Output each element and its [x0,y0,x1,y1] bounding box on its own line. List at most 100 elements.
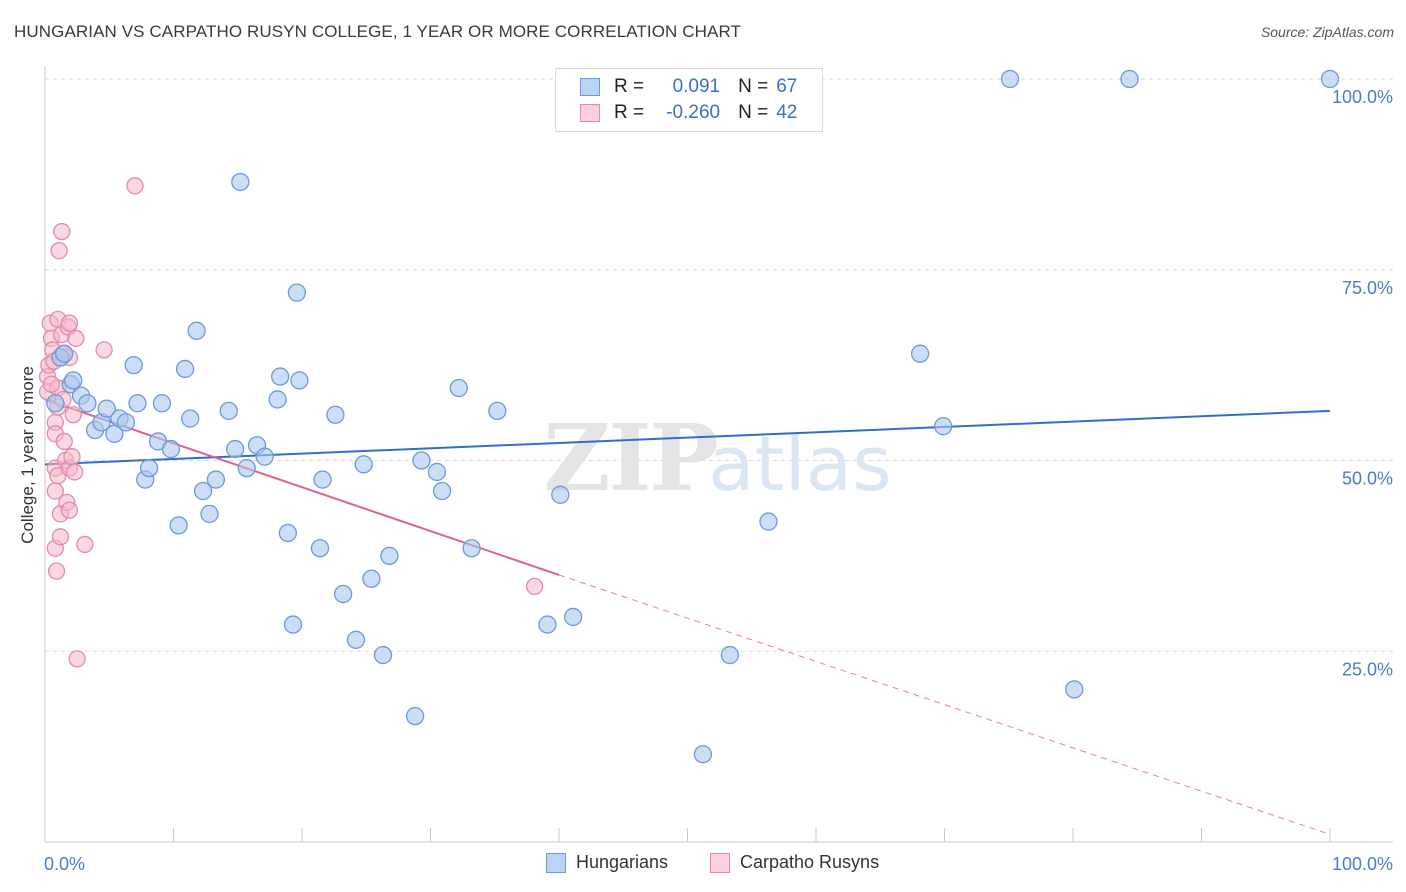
legend-r-value: 0.091 [672,76,721,97]
point-hungarian [449,378,468,398]
point-hungarian [538,615,557,634]
y-tick-label: 100.0% [1332,87,1393,107]
legend-n-value: 67 [776,76,798,97]
point-hungarian [693,745,713,764]
y-tick-label: 50.0% [1342,469,1393,489]
y-tick-label: 75.0% [1342,278,1393,298]
point-hungarian [116,413,136,432]
point-hungarian [551,485,570,504]
point-hungarian [1120,69,1139,89]
axes [44,66,1393,843]
stats-legend: R = 0.091 N = 67 R = -0.260 N = 42 [555,68,823,132]
series-legend-carpatho-rusyns: Carpatho Rusyns [710,852,879,873]
point-hungarian [193,481,213,501]
legend-r-label: R = [614,102,645,123]
y-axis-label: College, 1 year or more [18,366,37,544]
point-hungarian [139,458,159,478]
point-carpatho-rusyn [63,448,81,466]
point-carpatho-rusyn [65,463,84,481]
point-hungarian [759,512,778,531]
point-hungarian [97,399,116,418]
point-hungarian [283,615,303,634]
point-hungarian [271,367,290,386]
series-legend: Hungarians Carpatho Rusyns [0,852,1406,878]
y-tick-label: 25.0% [1342,659,1393,679]
point-hungarian [78,394,97,413]
legend-n-label: N = [738,102,769,123]
point-carpatho-rusyn [42,375,61,393]
x-tick-left: 0.0% [44,854,85,874]
point-hungarian [326,405,345,424]
watermark: ZIP atlas [543,404,892,512]
legend-r-label: R = [614,76,645,97]
point-hungarian [462,539,481,558]
point-carpatho-rusyn [47,562,66,580]
legend-r-value: -0.260 [666,102,721,123]
point-hungarian [412,451,431,470]
point-hungarian [200,504,219,524]
point-carpatho-rusyn [76,535,94,554]
point-carpatho-rusyn [60,314,79,332]
point-hungarian [169,516,188,535]
legend-n-value: 42 [776,102,798,123]
point-carpatho-rusyn [95,341,113,359]
point-hungarian [287,283,307,302]
point-hungarian [255,447,274,466]
point-hungarian [1320,69,1340,89]
point-hungarian [268,390,287,409]
point-hungarian [1065,680,1084,699]
point-hungarian [310,539,330,558]
point-hungarian [237,458,256,478]
point-hungarian [563,607,583,627]
point-hungarian [934,417,953,436]
point-hungarian [278,523,298,543]
watermark-zip: ZIP [543,404,716,512]
legend-swatch-pink [580,104,600,122]
point-hungarian [333,584,353,604]
x-tick-right: 100.0% [1332,854,1393,874]
point-hungarian [432,481,452,501]
series-swatch-blue [546,852,566,873]
point-hungarian [226,439,245,459]
point-hungarian [219,401,238,421]
point-hungarian [405,706,425,726]
legend-n-label: N = [738,76,769,97]
point-hungarian [346,630,366,649]
point-carpatho-rusyn [51,528,70,546]
series-legend-hungarians: Hungarians [546,852,668,873]
legend-swatch-blue [580,78,600,96]
trend-line-carpatho-rusyns-extrapolated [558,574,1331,835]
point-hungarian [187,321,206,340]
point-hungarian [161,439,181,459]
point-carpatho-rusyn [55,432,73,451]
point-hungarian [910,344,930,363]
point-hungarian [720,645,740,665]
legend-row-carpatho-rusyns: R = -0.260 N = 42 [580,100,797,126]
point-carpatho-rusyn [60,501,79,519]
point-hungarian [175,359,195,379]
point-hungarian [427,462,447,482]
point-hungarian [64,371,83,390]
point-carpatho-rusyn [525,577,544,596]
point-hungarian [354,455,373,474]
point-hungarian [488,401,507,421]
chart-title: HUNGARIAN VS CARPATHO RUSYN COLLEGE, 1 Y… [14,22,742,41]
point-hungarian [152,394,172,413]
series-legend-label: Carpatho Rusyns [740,852,880,872]
series-swatch-pink [710,852,730,873]
point-hungarian [55,344,74,363]
point-carpatho-rusyn [64,406,82,424]
point-hungarian [373,645,393,665]
point-hungarian [206,470,226,489]
point-hungarian [362,569,381,588]
series-legend-label: Hungarians [576,852,669,872]
point-carpatho-rusyn [50,242,68,260]
point-hungarian [231,172,250,192]
chart-source: Source: ZipAtlas.com [1260,24,1394,40]
point-carpatho-rusyn [53,222,71,241]
point-hungarian [1000,69,1020,89]
point-hungarian [181,409,200,428]
point-hungarian [124,355,143,375]
grid-lines [45,78,1393,652]
